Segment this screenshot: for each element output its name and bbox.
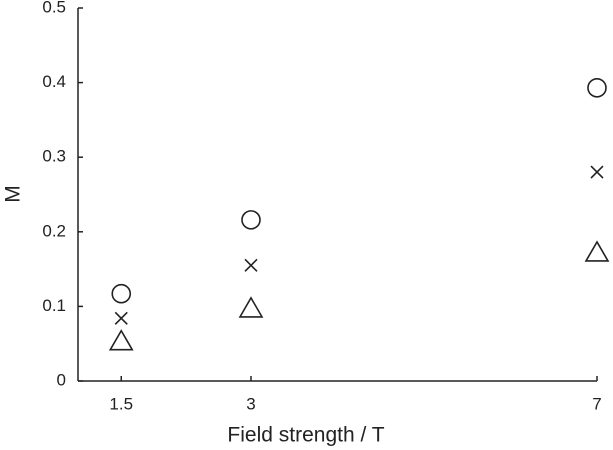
point bbox=[587, 78, 607, 98]
point bbox=[590, 165, 604, 179]
point bbox=[584, 240, 610, 262]
y-axis-label: M bbox=[2, 185, 25, 203]
point bbox=[114, 311, 128, 325]
point bbox=[111, 283, 132, 304]
y-tick-label: 0 bbox=[57, 370, 66, 389]
x-tick-label: 3 bbox=[246, 394, 255, 413]
x-tick-label: 7 bbox=[592, 394, 601, 413]
y-tick-label: 0.1 bbox=[42, 296, 66, 315]
x-tick-label: 1.5 bbox=[109, 394, 133, 413]
point bbox=[238, 296, 264, 318]
point bbox=[108, 329, 134, 351]
point bbox=[241, 210, 261, 230]
y-tick-label: 0.2 bbox=[42, 221, 66, 240]
y-tick-label: 0.4 bbox=[42, 72, 66, 91]
point bbox=[244, 258, 258, 272]
y-tick-label: 0.5 bbox=[42, 0, 66, 16]
y-tick-label: 0.3 bbox=[42, 147, 66, 166]
x-axis-label: Field strength / T bbox=[227, 424, 384, 447]
